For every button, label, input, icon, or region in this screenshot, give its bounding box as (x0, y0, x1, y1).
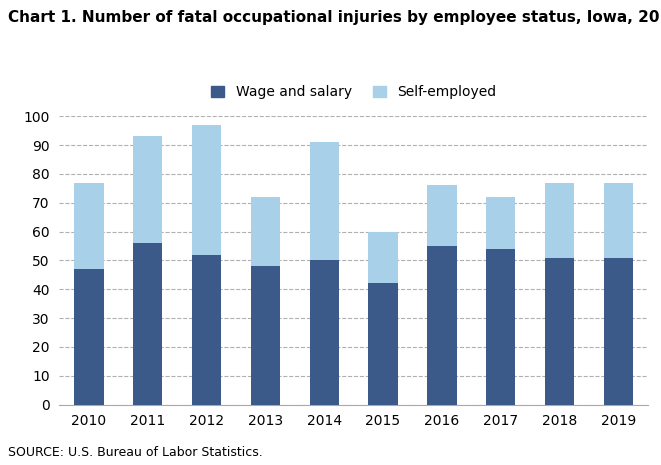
Bar (74, 269, 104, 405)
Bar (74, 183, 104, 269)
Bar (192, 125, 221, 255)
Bar (368, 284, 398, 405)
Bar (427, 186, 457, 246)
Text: Chart 1. Number of fatal occupational injuries by employee status, Iowa, 2010–19: Chart 1. Number of fatal occupational in… (8, 10, 661, 25)
Bar (486, 197, 516, 249)
Bar (603, 258, 633, 405)
Bar (133, 243, 163, 405)
Bar (427, 246, 457, 405)
Bar (486, 249, 516, 405)
Bar (545, 258, 574, 405)
Legend: Wage and salary, Self-employed: Wage and salary, Self-employed (206, 81, 501, 104)
Bar (309, 142, 339, 260)
Bar (545, 183, 574, 258)
Text: SOURCE: U.S. Bureau of Labor Statistics.: SOURCE: U.S. Bureau of Labor Statistics. (8, 446, 262, 459)
Bar (368, 232, 398, 284)
Bar (251, 197, 280, 266)
Bar (309, 260, 339, 405)
Bar (192, 255, 221, 405)
Bar (251, 266, 280, 405)
Bar (133, 136, 163, 243)
Bar (603, 183, 633, 258)
